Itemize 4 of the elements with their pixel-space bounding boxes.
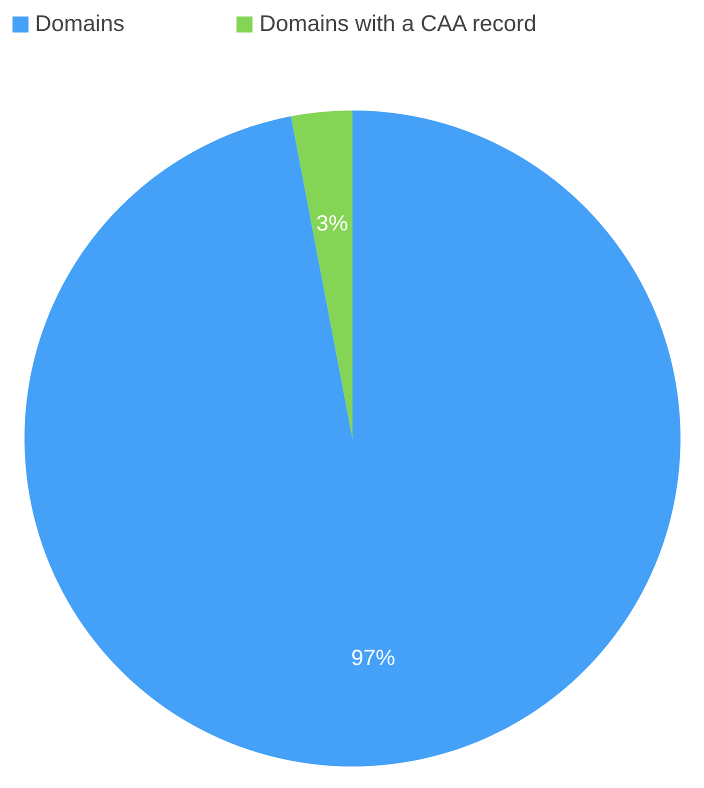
legend-label: Domains <box>35 10 124 37</box>
data-label: 3% <box>316 210 348 236</box>
data-label: 97% <box>351 644 396 670</box>
legend-label: Domains with a CAA record <box>259 10 536 37</box>
